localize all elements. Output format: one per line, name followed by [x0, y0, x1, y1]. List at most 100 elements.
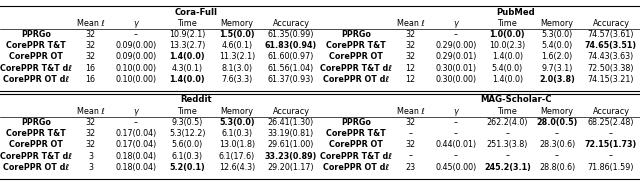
Text: γ: γ	[134, 19, 138, 28]
Text: 8.1(3.0): 8.1(3.0)	[221, 64, 253, 73]
Text: 0.17(0.04): 0.17(0.04)	[115, 140, 157, 149]
Text: 32: 32	[406, 140, 416, 149]
Text: 61.35(0.99): 61.35(0.99)	[268, 30, 314, 39]
Text: 6.1(0.3): 6.1(0.3)	[221, 129, 253, 138]
Text: Accuracy: Accuracy	[593, 19, 630, 28]
Text: 71.86(1.59): 71.86(1.59)	[588, 163, 634, 172]
Text: Memory: Memory	[221, 19, 253, 28]
Text: 61.83(0.94): 61.83(0.94)	[265, 41, 317, 50]
Text: Time: Time	[177, 107, 197, 116]
Text: Reddit: Reddit	[180, 95, 212, 105]
Text: 12.6(4.3): 12.6(4.3)	[219, 163, 255, 172]
Text: 16: 16	[86, 75, 95, 84]
Text: CorePPR OT: CorePPR OT	[329, 140, 383, 149]
Text: 0.09(0.00): 0.09(0.00)	[115, 53, 157, 61]
Text: 26.41(1.30): 26.41(1.30)	[268, 118, 314, 127]
Text: 3: 3	[88, 163, 93, 172]
Text: 3: 3	[88, 152, 93, 161]
Text: 0.18(0.04): 0.18(0.04)	[115, 163, 157, 172]
Text: –: –	[609, 152, 613, 161]
Text: 5.2(0.1): 5.2(0.1)	[170, 163, 205, 172]
Text: Time: Time	[497, 107, 517, 116]
Text: 28.3(0.6): 28.3(0.6)	[539, 140, 575, 149]
Text: CorePPR T&T dℓ: CorePPR T&T dℓ	[0, 64, 72, 73]
Text: 28.8(0.6): 28.8(0.6)	[539, 163, 575, 172]
Text: Memory: Memory	[541, 19, 573, 28]
Text: 29.20(1.17): 29.20(1.17)	[268, 163, 314, 172]
Text: 0.29(0.01): 0.29(0.01)	[435, 53, 477, 61]
Text: 0.09(0.00): 0.09(0.00)	[115, 41, 157, 50]
Text: CorePPR T&T: CorePPR T&T	[6, 129, 66, 138]
Text: 0.10(0.00): 0.10(0.00)	[115, 75, 157, 84]
Text: 74.43(3.63): 74.43(3.63)	[588, 53, 634, 61]
Text: Mean ℓ: Mean ℓ	[397, 19, 424, 28]
Text: –: –	[506, 129, 509, 138]
Text: γ: γ	[454, 19, 458, 28]
Text: 0.44(0.01): 0.44(0.01)	[435, 140, 477, 149]
Text: 5.4(0.0): 5.4(0.0)	[541, 41, 573, 50]
Text: 5.4(0.0): 5.4(0.0)	[492, 64, 523, 73]
Text: 61.56(1.04): 61.56(1.04)	[268, 64, 314, 73]
Text: 16: 16	[86, 64, 95, 73]
Text: 1.0(0.0): 1.0(0.0)	[490, 30, 525, 39]
Text: 1.4(0.0): 1.4(0.0)	[170, 75, 205, 84]
Text: 13.3(2.7): 13.3(2.7)	[169, 41, 205, 50]
Text: Cora-Full: Cora-Full	[175, 8, 218, 17]
Text: PPRGo: PPRGo	[341, 30, 371, 39]
Text: 0.30(0.00): 0.30(0.00)	[435, 75, 477, 84]
Text: 4.3(0.1): 4.3(0.1)	[172, 64, 203, 73]
Text: 32: 32	[406, 53, 416, 61]
Text: 74.57(3.61): 74.57(3.61)	[588, 30, 634, 39]
Text: 32: 32	[406, 30, 416, 39]
Text: Accuracy: Accuracy	[273, 19, 310, 28]
Text: γ: γ	[454, 107, 458, 116]
Text: 0.30(0.01): 0.30(0.01)	[435, 64, 477, 73]
Text: 28.0(0.5): 28.0(0.5)	[536, 118, 578, 127]
Text: 32: 32	[406, 118, 416, 127]
Text: 0.18(0.04): 0.18(0.04)	[115, 152, 157, 161]
Text: 0.10(0.00): 0.10(0.00)	[115, 64, 157, 73]
Text: Mean ℓ: Mean ℓ	[397, 107, 424, 116]
Text: –: –	[134, 30, 138, 39]
Text: 74.15(3.21): 74.15(3.21)	[588, 75, 634, 84]
Text: CorePPR T&T: CorePPR T&T	[326, 129, 386, 138]
Text: Accuracy: Accuracy	[593, 107, 630, 116]
Text: γ: γ	[134, 107, 138, 116]
Text: 33.19(0.81): 33.19(0.81)	[268, 129, 314, 138]
Text: Time: Time	[177, 19, 197, 28]
Text: –: –	[454, 129, 458, 138]
Text: 74.65(3.51): 74.65(3.51)	[585, 41, 637, 50]
Text: 72.15(1.73): 72.15(1.73)	[585, 140, 637, 149]
Text: 32: 32	[86, 30, 96, 39]
Text: Mean ℓ: Mean ℓ	[77, 19, 104, 28]
Text: CorePPR OT: CorePPR OT	[329, 53, 383, 61]
Text: 251.3(3.8): 251.3(3.8)	[486, 140, 528, 149]
Text: –: –	[134, 118, 138, 127]
Text: 6.1(0.3): 6.1(0.3)	[172, 152, 203, 161]
Text: 9.3(0.5): 9.3(0.5)	[172, 118, 203, 127]
Text: 32: 32	[86, 140, 96, 149]
Text: 1.4(0.0): 1.4(0.0)	[170, 53, 205, 61]
Text: 1.6(2.0): 1.6(2.0)	[541, 53, 573, 61]
Text: CorePPR OT dℓ: CorePPR OT dℓ	[323, 75, 389, 84]
Text: 6.1(17.6): 6.1(17.6)	[219, 152, 255, 161]
Text: –: –	[408, 129, 413, 138]
Text: 10.9(2.1): 10.9(2.1)	[169, 30, 205, 39]
Text: CorePPR OT dℓ: CorePPR OT dℓ	[323, 163, 389, 172]
Text: 32: 32	[86, 129, 96, 138]
Text: 32: 32	[86, 41, 96, 50]
Text: PPRGo: PPRGo	[341, 118, 371, 127]
Text: 0.45(0.00): 0.45(0.00)	[435, 163, 477, 172]
Text: 5.3(0.0): 5.3(0.0)	[541, 30, 573, 39]
Text: PPRGo: PPRGo	[21, 30, 51, 39]
Text: Mean ℓ: Mean ℓ	[77, 107, 104, 116]
Text: 29.61(1.00): 29.61(1.00)	[268, 140, 314, 149]
Text: –: –	[454, 118, 458, 127]
Text: 33.23(0.89): 33.23(0.89)	[265, 152, 317, 161]
Text: CorePPR T&T dℓ: CorePPR T&T dℓ	[320, 64, 392, 73]
Text: 4.6(0.1): 4.6(0.1)	[221, 41, 253, 50]
Text: PubMed: PubMed	[497, 8, 535, 17]
Text: –: –	[408, 152, 413, 161]
Text: 32: 32	[86, 53, 96, 61]
Text: 23: 23	[406, 163, 416, 172]
